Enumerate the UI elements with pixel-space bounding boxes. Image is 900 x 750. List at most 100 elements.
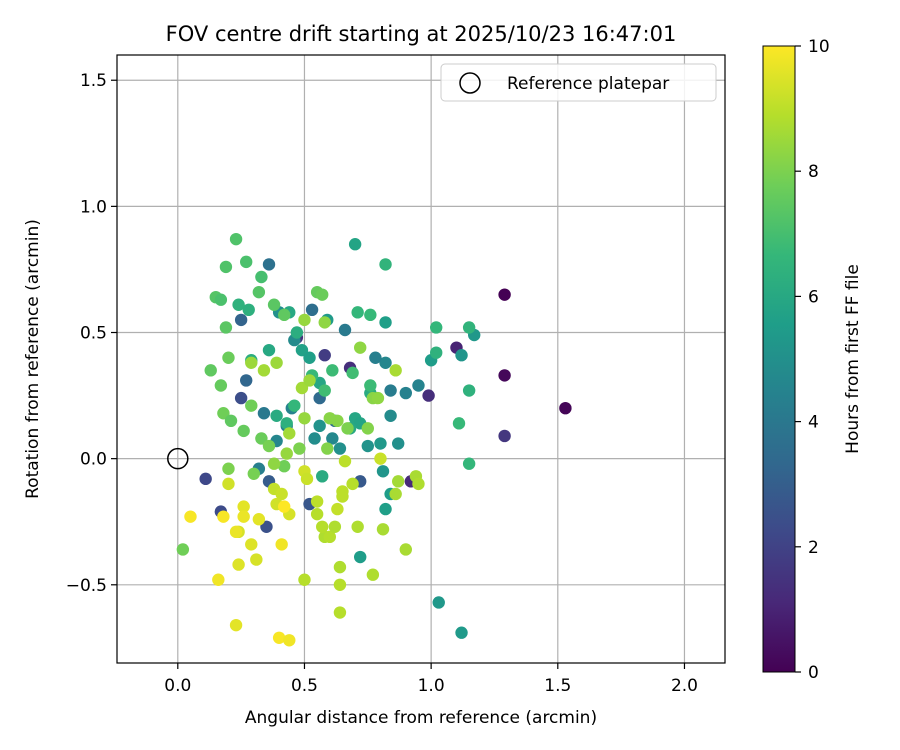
scatter-point bbox=[212, 573, 225, 586]
scatter-point bbox=[224, 414, 238, 428]
scatter-point bbox=[232, 298, 245, 311]
scatter-point bbox=[412, 477, 425, 491]
scatter-point bbox=[217, 510, 230, 523]
scatter-point bbox=[346, 477, 359, 491]
scatter-point bbox=[462, 384, 476, 397]
colorbar-tick-label: 10 bbox=[808, 37, 830, 57]
y-axis-label: Rotation from reference (arcmin) bbox=[23, 219, 43, 499]
scatter-point bbox=[267, 298, 281, 311]
scatter-point bbox=[318, 384, 331, 397]
scatter-point bbox=[316, 470, 329, 483]
scatter-point bbox=[298, 412, 311, 425]
y-tick-label: 0.5 bbox=[80, 324, 107, 344]
x-axis-ticks: 0.0 0.5 1.0 1.5 2.0 bbox=[164, 663, 698, 696]
scatter-point bbox=[462, 457, 476, 470]
scatter-point bbox=[498, 429, 511, 443]
scatter-point bbox=[326, 432, 339, 445]
scatter-point bbox=[252, 285, 266, 299]
scatter-point bbox=[278, 460, 291, 473]
scatter-point bbox=[384, 409, 397, 422]
scatter-point bbox=[234, 391, 248, 405]
scatter-point bbox=[242, 303, 255, 317]
scatter-point bbox=[399, 386, 412, 400]
colorbar-tick-label: 6 bbox=[808, 287, 819, 307]
scatter-point bbox=[184, 510, 197, 523]
x-axis-label: Angular distance from reference (arcmin) bbox=[245, 708, 597, 728]
scatter-point bbox=[229, 232, 243, 246]
scatter-point bbox=[422, 389, 435, 402]
scatter-point bbox=[288, 399, 301, 412]
scatter-point bbox=[305, 303, 319, 317]
scatter-point bbox=[462, 321, 476, 334]
scatter-point bbox=[229, 618, 243, 632]
scatter-points bbox=[176, 232, 572, 647]
reference-marker-group bbox=[167, 447, 189, 470]
scatter-point bbox=[318, 316, 331, 329]
scatter-point bbox=[280, 447, 293, 460]
scatter-point bbox=[361, 422, 374, 435]
scatter-point bbox=[389, 364, 402, 377]
scatter-point bbox=[290, 326, 304, 339]
colorbar-tick-label: 4 bbox=[808, 413, 819, 433]
scatter-point bbox=[204, 364, 217, 377]
scatter-point bbox=[219, 260, 233, 274]
legend-box bbox=[440, 63, 717, 102]
scatter-point bbox=[283, 427, 296, 440]
scatter-point bbox=[295, 343, 309, 357]
scatter-point bbox=[369, 351, 382, 364]
legend: Reference platepar bbox=[440, 63, 717, 102]
x-tick-label: 1.5 bbox=[544, 676, 571, 696]
scatter-point bbox=[354, 341, 367, 354]
scatter-point bbox=[240, 255, 253, 269]
scatter-point bbox=[364, 308, 377, 322]
scatter-point bbox=[321, 442, 334, 455]
y-axis-ticks: −0.5 0.0 0.5 1.0 1.5 bbox=[66, 71, 117, 596]
scatter-point bbox=[412, 379, 425, 392]
scatter-point bbox=[298, 313, 311, 327]
scatter-point bbox=[379, 502, 392, 516]
scatter-point bbox=[374, 437, 387, 450]
colorbar-gradient bbox=[762, 45, 796, 673]
scatter-point bbox=[316, 520, 329, 533]
scatter-point bbox=[379, 316, 392, 329]
scatter-point bbox=[392, 437, 405, 450]
scatter-point bbox=[361, 439, 374, 453]
scatter-point bbox=[432, 596, 445, 609]
scatter-point bbox=[308, 432, 321, 445]
scatter-point bbox=[316, 288, 329, 301]
scatter-point bbox=[255, 432, 268, 445]
scatter-point bbox=[559, 401, 572, 415]
plot-frame bbox=[116, 54, 726, 664]
scatter-point bbox=[331, 502, 344, 516]
scatter-point bbox=[326, 364, 339, 377]
scatter-point bbox=[338, 323, 352, 337]
scatter-point bbox=[283, 634, 296, 647]
scatter-point bbox=[455, 626, 468, 639]
scatter-point bbox=[379, 258, 392, 271]
colorbar-tick-label: 0 bbox=[808, 663, 819, 683]
chart-title: FOV centre drift starting at 2025/10/23 … bbox=[166, 22, 677, 46]
scatter-point bbox=[260, 520, 273, 533]
x-tick-label: 1.0 bbox=[418, 676, 445, 696]
scatter-point bbox=[270, 409, 283, 422]
scatter-point bbox=[392, 475, 405, 488]
scatter-point bbox=[366, 568, 380, 581]
scatter-point bbox=[338, 454, 352, 468]
scatter-point bbox=[498, 288, 511, 301]
colorbar: 0 2 4 6 8 10 Hours from first FF file bbox=[762, 37, 863, 683]
scatter-point bbox=[303, 374, 316, 387]
scatter-point bbox=[278, 500, 291, 513]
scatter-point bbox=[267, 457, 281, 470]
scatter-point bbox=[371, 391, 385, 405]
scatter-point bbox=[455, 349, 468, 362]
reference-platepar-marker bbox=[167, 447, 189, 470]
scatter-point bbox=[374, 452, 387, 465]
scatter-point bbox=[237, 510, 250, 523]
scatter-point bbox=[237, 500, 250, 513]
scatter-point bbox=[452, 417, 466, 430]
y-tick-label: 1.5 bbox=[80, 71, 107, 91]
scatter-point bbox=[234, 313, 248, 327]
scatter-point bbox=[323, 530, 336, 544]
scatter-point bbox=[348, 238, 362, 251]
